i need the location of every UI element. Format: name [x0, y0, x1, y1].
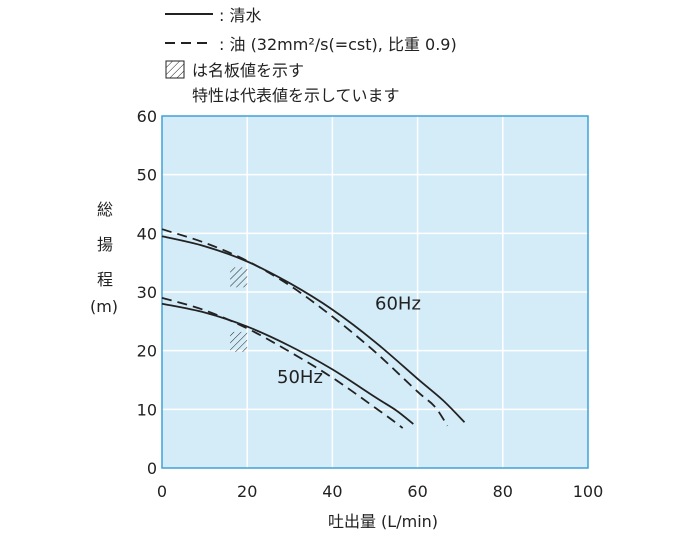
x-tick-label: 40 [322, 482, 342, 501]
y-axis-label-char: 程 [97, 270, 113, 289]
series-50hz-dashed [161, 297, 404, 429]
y-tick-label: 60 [137, 107, 157, 126]
y-axis-label: 総 揚 程 (m) [90, 200, 118, 316]
legend-hatch-swatch [165, 60, 185, 79]
y-tick-label: 20 [137, 342, 157, 361]
y-tick-label: 0 [147, 459, 157, 478]
x-tick-label: 20 [237, 482, 257, 501]
annotation-label: 60Hz [375, 294, 421, 315]
legend-dashed-label: : 油 (32mm²/s(=cst), 比重 0.9) [219, 35, 457, 54]
rated-point-hatch-50hz [230, 331, 248, 352]
rated-point-hatch-60hz [230, 267, 248, 288]
x-axis-label: 吐出量 (L/min) [328, 512, 438, 531]
tick-labels: 0 20 40 60 80 100 0 10 20 30 40 50 60 [137, 107, 604, 501]
annotations: 60Hz 50Hz [277, 294, 421, 388]
y-tick-label: 30 [137, 283, 157, 302]
y-axis-label-char: 総 [97, 200, 113, 219]
y-axis-unit: (m) [90, 297, 118, 316]
x-tick-label: 0 [157, 482, 167, 501]
series-60hz-solid [161, 235, 466, 423]
annotation-label: 50Hz [277, 367, 323, 388]
legend-solid-label: : 清水 [219, 6, 261, 25]
y-tick-label: 40 [137, 224, 157, 243]
legend-note: 特性は代表値を示しています [192, 86, 400, 105]
y-axis-label-char: 揚 [97, 235, 113, 254]
series-lines [161, 228, 466, 429]
legend-hatch-label: は名板値を示す [192, 61, 304, 80]
y-tick-label: 10 [137, 400, 157, 419]
x-tick-label: 60 [407, 482, 427, 501]
plot-frame [161, 115, 589, 469]
y-tick-label: 50 [137, 166, 157, 185]
series-60hz-dashed [161, 228, 449, 427]
x-tick-label: 80 [493, 482, 513, 501]
series-50hz-solid [161, 302, 414, 425]
legend: : 清水 : 油 (32mm²/s(=cst), 比重 0.9) は名板値を示す… [165, 6, 457, 105]
x-tick-label: 100 [573, 482, 604, 501]
rated-points [230, 267, 248, 352]
